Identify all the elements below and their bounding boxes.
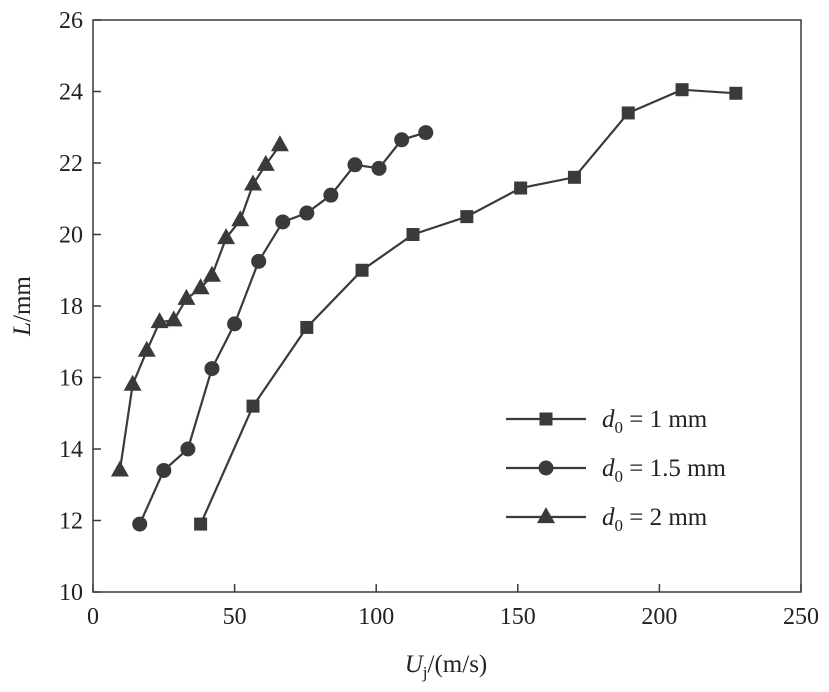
- series-line: [118, 144, 281, 471]
- plot-area: [110, 83, 743, 532]
- y-axis-label-symbol: L: [9, 322, 36, 337]
- x-axis-label-symbol: U: [405, 651, 425, 678]
- data-point-circle: [347, 157, 363, 173]
- x-axis-label-unit: /(m/s): [428, 651, 488, 678]
- data-point-triangle: [202, 265, 221, 282]
- y-tick-label: 18: [59, 294, 83, 320]
- data-point-triangle: [270, 135, 289, 152]
- legend-entry: d0 = 2 mm: [506, 504, 708, 535]
- data-point-triangle: [231, 210, 250, 227]
- series-3: [110, 135, 289, 477]
- series-1: [194, 83, 743, 531]
- x-tick-label: 250: [783, 604, 819, 630]
- data-point-triangle: [256, 154, 275, 171]
- data-point-triangle: [191, 278, 210, 295]
- y-tick-label: 24: [59, 80, 83, 106]
- data-point-triangle: [150, 312, 169, 329]
- legend-entry: d0 = 1.5 mm: [506, 455, 727, 486]
- data-point-triangle: [137, 340, 156, 357]
- legend-label-symbol: d: [602, 455, 615, 482]
- data-point-circle: [323, 187, 339, 203]
- data-point-circle: [275, 214, 291, 230]
- data-point-square: [567, 170, 581, 184]
- data-point-circle: [394, 132, 410, 148]
- y-tick-label: 10: [59, 580, 83, 606]
- data-point-circle: [156, 462, 172, 478]
- y-tick-label: 26: [59, 8, 83, 34]
- data-point-square: [729, 86, 743, 100]
- data-point-square: [194, 517, 208, 531]
- legend-entry: d0 = 1 mm: [506, 406, 708, 437]
- data-point-square: [406, 228, 420, 241]
- data-point-square: [300, 320, 314, 334]
- series-2: [132, 125, 434, 532]
- data-point-square: [246, 399, 260, 413]
- data-point-circle: [204, 361, 220, 377]
- data-point-triangle: [123, 374, 142, 391]
- legend-label-subscript: 0: [615, 418, 624, 437]
- data-point-circle: [251, 253, 267, 269]
- data-point-circle: [371, 160, 387, 176]
- y-axis-label-unit: /mm: [9, 276, 36, 322]
- x-tick-label: 200: [641, 604, 677, 630]
- data-point-circle: [180, 441, 196, 457]
- data-point-circle: [132, 516, 148, 532]
- legend-label: d0 = 1.5 mm: [602, 455, 727, 486]
- x-tick-label: 100: [358, 604, 394, 630]
- legend-label: d0 = 2 mm: [602, 504, 708, 535]
- legend-marker-square: [539, 412, 553, 426]
- x-axis-label-subscript: j: [422, 663, 428, 682]
- data-point-square: [355, 263, 369, 277]
- legend-marker-circle: [538, 460, 554, 476]
- data-point-square: [514, 181, 528, 195]
- data-point-triangle: [164, 310, 183, 327]
- legend-label-value: = 2 mm: [623, 504, 708, 531]
- x-tick-label: 50: [223, 604, 247, 630]
- legend-label-symbol: d: [602, 406, 615, 433]
- y-tick-label: 20: [59, 223, 83, 249]
- data-point-triangle: [177, 288, 196, 305]
- legend-label-subscript: 0: [615, 467, 624, 486]
- data-point-circle: [418, 125, 434, 141]
- legend-label-value: = 1.5 mm: [623, 455, 727, 482]
- y-axis-label: L/mm: [9, 276, 36, 337]
- data-point-triangle: [244, 174, 263, 191]
- series-line: [138, 131, 427, 525]
- data-point-square: [675, 83, 689, 97]
- y-tick-label: 22: [59, 151, 83, 177]
- data-point-square: [460, 210, 474, 224]
- data-point-circle: [299, 205, 315, 221]
- data-point-triangle: [217, 228, 236, 245]
- y-tick-label: 14: [59, 437, 83, 463]
- ticks: 0 50 100 150 200 250 10 12 14 16 18 20 22 24 26: [59, 8, 819, 630]
- x-tick-label: 150: [500, 604, 536, 630]
- legend-marker-triangle: [537, 507, 555, 524]
- legend-label-value: = 1 mm: [623, 406, 708, 433]
- y-tick-label: 16: [59, 366, 83, 392]
- data-point-square: [621, 106, 635, 120]
- legend-label-subscript: 0: [615, 516, 624, 535]
- legend-label: d0 = 1 mm: [602, 406, 708, 437]
- data-point-triangle: [110, 460, 129, 477]
- data-point-circle: [227, 316, 243, 332]
- legend-label-symbol: d: [602, 504, 615, 531]
- x-tick-label: 0: [87, 604, 99, 630]
- y-tick-label: 12: [59, 509, 83, 535]
- x-axis-label: Uj/(m/s): [405, 651, 488, 682]
